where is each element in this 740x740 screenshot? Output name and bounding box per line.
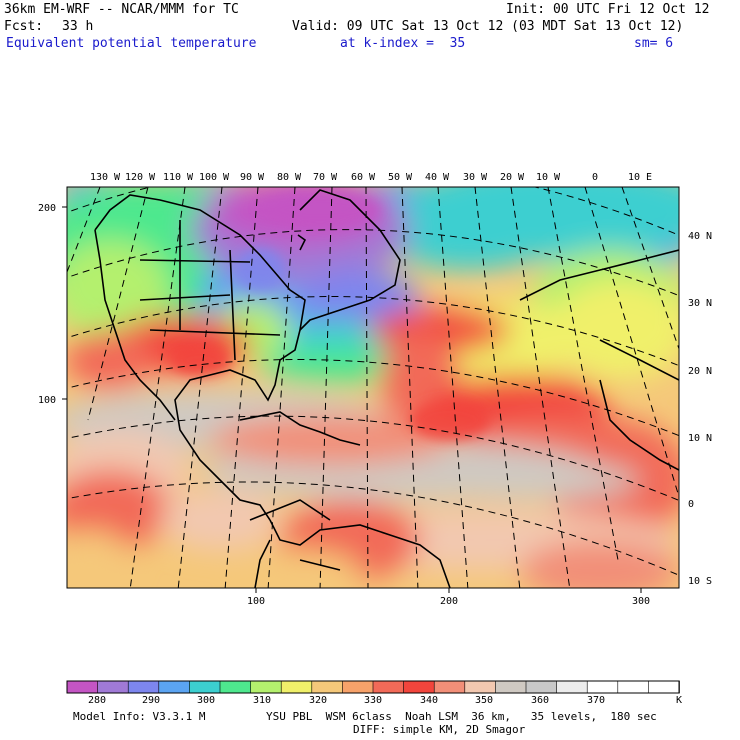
forecast-hour: 33 h bbox=[62, 19, 94, 34]
x-tick-label: 200 bbox=[440, 596, 458, 607]
colorbar-swatch bbox=[372, 680, 405, 694]
colorbar-label: 310 bbox=[252, 695, 272, 706]
lon-label: 120 W bbox=[125, 172, 156, 183]
colorbar-swatch bbox=[556, 680, 588, 694]
smoothing-info: sm= 6 bbox=[634, 36, 674, 51]
colorbar-swatch bbox=[464, 680, 497, 694]
lon-label: 70 W bbox=[313, 172, 338, 183]
lon-label: 90 W bbox=[240, 172, 265, 183]
colorbar-swatch bbox=[189, 680, 221, 694]
lon-label: 130 W bbox=[90, 172, 121, 183]
y-tick-label: 100 bbox=[38, 395, 56, 406]
colorbar-swatch bbox=[586, 680, 619, 694]
lon-label: 100 W bbox=[199, 172, 230, 183]
init-time: Init: 00 UTC Fri 12 Oct 12 bbox=[506, 2, 710, 17]
lat-label: 0 bbox=[688, 499, 694, 510]
lon-label: 60 W bbox=[351, 172, 376, 183]
colorbar-swatch bbox=[311, 680, 344, 694]
colorbar-swatch bbox=[433, 680, 466, 694]
colorbar-frame bbox=[66, 680, 680, 694]
colorbar-swatch bbox=[525, 680, 558, 694]
lon-label: 0 bbox=[592, 172, 598, 183]
colorbar-swatch bbox=[250, 680, 283, 694]
colorbar-swatch bbox=[617, 680, 650, 694]
x-tick-label: 100 bbox=[247, 596, 265, 607]
grid-y-axis: 200 100 bbox=[38, 203, 67, 406]
coastlines bbox=[94, 189, 679, 588]
colorbar-swatch bbox=[158, 680, 191, 694]
lat-label: 10 S bbox=[688, 576, 712, 587]
colorbar-swatch bbox=[495, 680, 527, 694]
latitude-labels: 40 N 30 N 20 N 10 N 0 10 S bbox=[688, 231, 712, 587]
colorbar-swatch bbox=[648, 680, 680, 694]
colorbar-label: 370 bbox=[586, 695, 606, 706]
level-info: at k-index = 35 bbox=[340, 36, 466, 51]
diffusion-info: DIFF: simple KM, 2D Smagor bbox=[353, 723, 526, 736]
colorbar-swatch bbox=[127, 680, 160, 694]
lon-label: 30 W bbox=[463, 172, 488, 183]
model-title: 36km EM-WRF -- NCAR/MMM for TC bbox=[4, 2, 239, 17]
colorbar bbox=[66, 680, 680, 694]
colorbar-label: 350 bbox=[474, 695, 494, 706]
lon-label: 50 W bbox=[388, 172, 413, 183]
model-info: Model Info: V3.3.1 M bbox=[73, 710, 206, 723]
lat-label: 30 N bbox=[688, 298, 712, 309]
physics-info: YSU PBL WSM 6class Noah LSM 36 km, 35 le… bbox=[266, 710, 657, 723]
map-frame bbox=[66, 186, 680, 589]
lat-label: 10 N bbox=[688, 433, 712, 444]
theta-e-field bbox=[67, 187, 679, 588]
colorbar-swatch bbox=[280, 680, 313, 694]
graticule bbox=[67, 187, 679, 588]
colorbar-label: 330 bbox=[363, 695, 383, 706]
colorbar-unit: K bbox=[675, 695, 683, 706]
y-tick-label: 200 bbox=[38, 203, 56, 214]
colorbar-label: 360 bbox=[530, 695, 550, 706]
lon-label: 10 W bbox=[536, 172, 561, 183]
colorbar-swatch bbox=[342, 680, 374, 694]
colorbar-swatch bbox=[97, 680, 129, 694]
colorbar-swatch bbox=[403, 680, 436, 694]
lon-label: 110 W bbox=[163, 172, 194, 183]
lon-label: 40 W bbox=[425, 172, 450, 183]
longitude-labels: 130 W 120 W 110 W 100 W 90 W 80 W 70 W 6… bbox=[90, 172, 652, 183]
colorbar-label: 300 bbox=[196, 695, 216, 706]
forecast-label: Fcst: bbox=[4, 19, 44, 34]
grid-x-axis: 100 200 300 bbox=[247, 588, 650, 607]
lat-label: 40 N bbox=[688, 231, 712, 242]
colorbar-label: 340 bbox=[419, 695, 439, 706]
lon-label: 80 W bbox=[277, 172, 302, 183]
colorbar-label: 320 bbox=[308, 695, 328, 706]
lon-label: 20 W bbox=[500, 172, 525, 183]
colorbar-swatch bbox=[219, 680, 252, 694]
colorbar-swatch bbox=[66, 680, 99, 694]
field-name: Equivalent potential temperature bbox=[6, 36, 257, 51]
colorbar-label: 290 bbox=[141, 695, 161, 706]
valid-time: Valid: 09 UTC Sat 13 Oct 12 (03 MDT Sat … bbox=[292, 19, 684, 34]
lon-label: 10 E bbox=[628, 172, 652, 183]
colorbar-label: 280 bbox=[87, 695, 107, 706]
lat-label: 20 N bbox=[688, 366, 712, 377]
x-tick-label: 300 bbox=[632, 596, 650, 607]
